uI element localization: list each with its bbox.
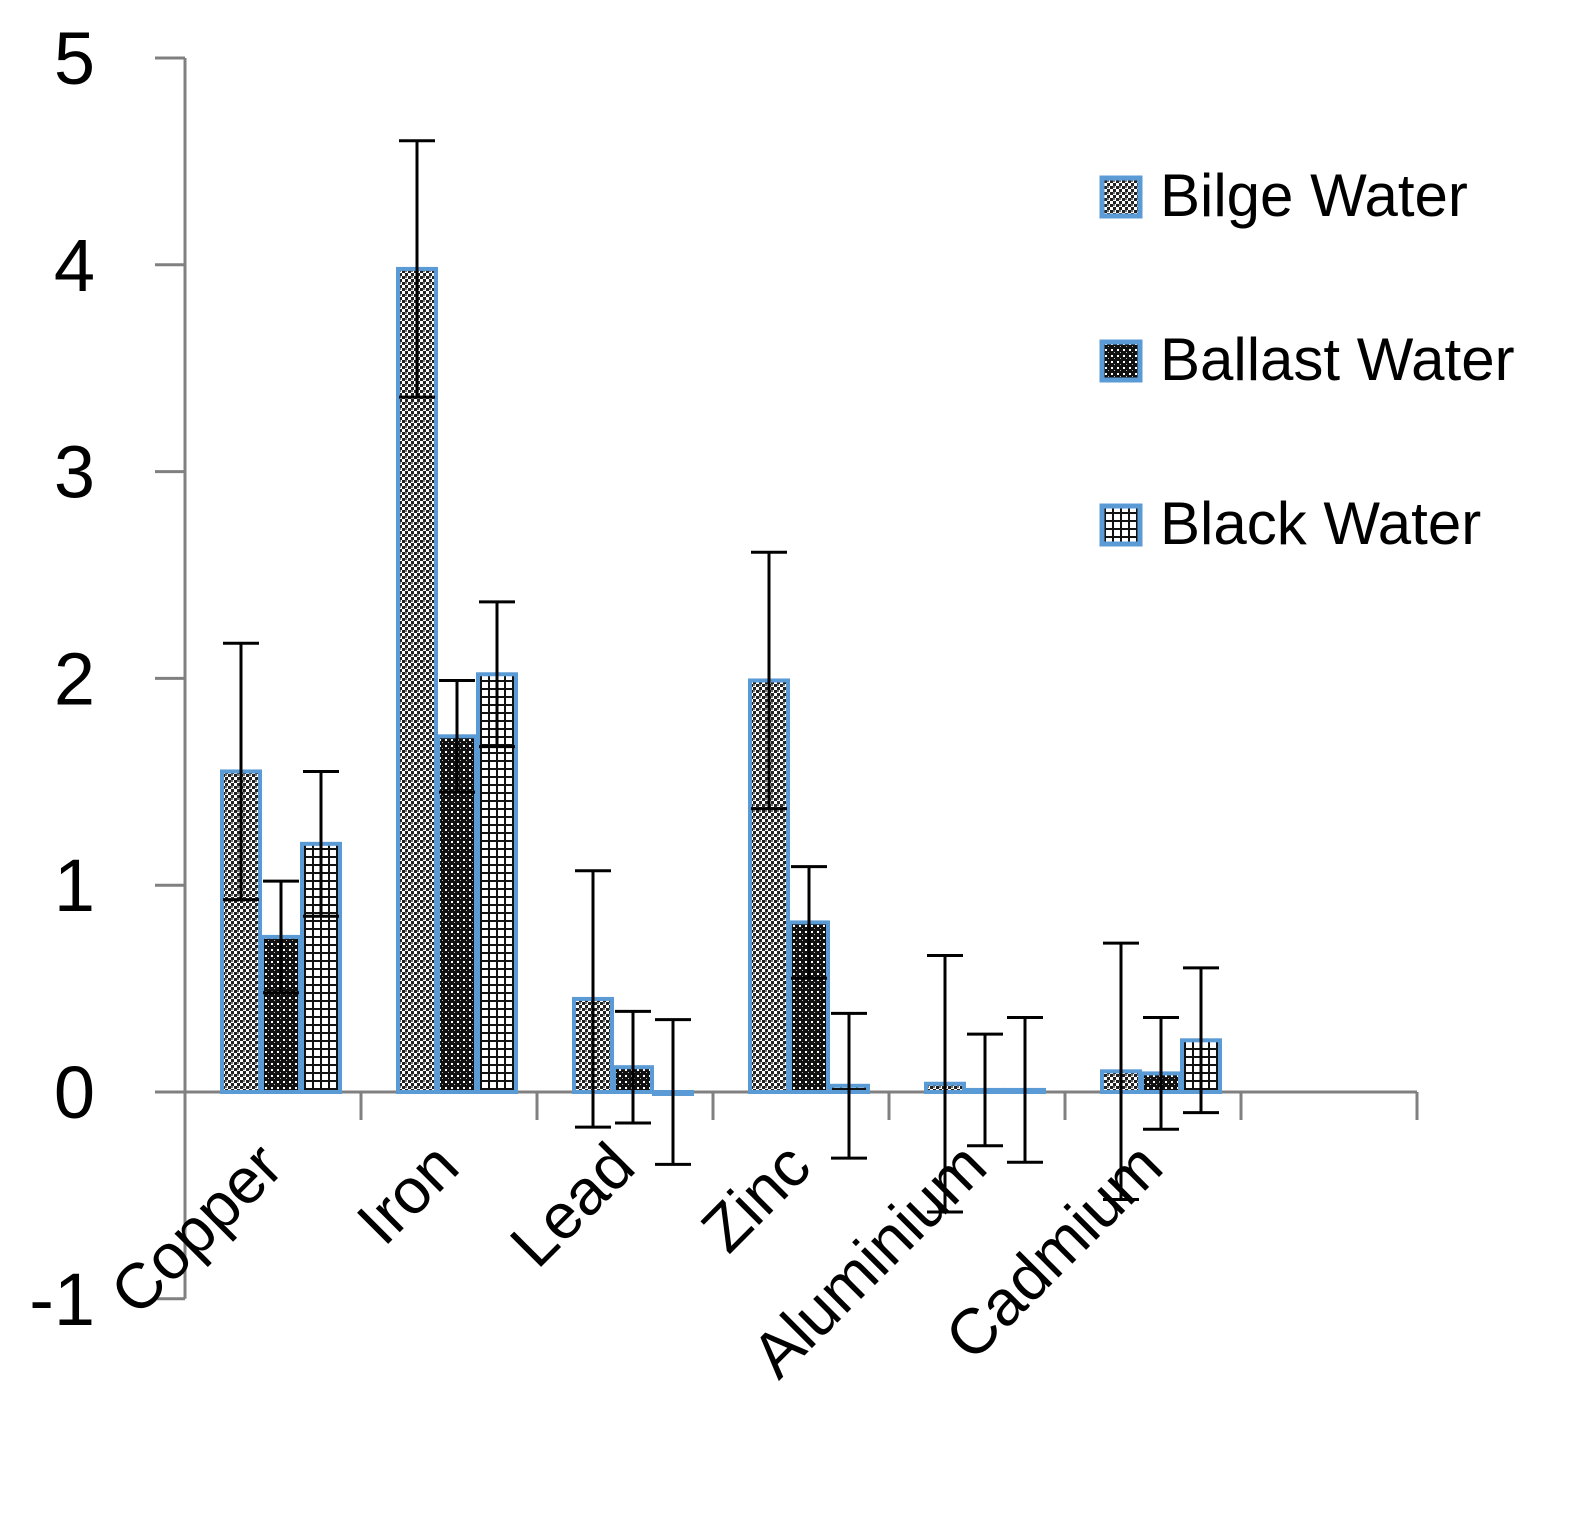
legend-label: Ballast Water [1160, 326, 1515, 393]
legend-label: Bilge Water [1160, 162, 1468, 229]
legend-item-ballast-water: Ballast Water [1099, 326, 1515, 393]
x-tick-label-iron: Iron [343, 1129, 472, 1258]
x-tick-label-lead: Lead [496, 1129, 648, 1281]
x-tick-label-zinc: Zinc [687, 1129, 823, 1265]
bars [220, 266, 1222, 1096]
y-tick-label: 1 [54, 844, 95, 927]
bar-black-water-copper [300, 841, 342, 1095]
legend: Bilge Water Ballast Water Black Water [1099, 162, 1515, 557]
legend-swatch [1099, 503, 1143, 547]
legend-label: Black Water [1160, 490, 1481, 557]
x-tick-label-copper: Copper [97, 1129, 296, 1328]
y-tick-label: 0 [54, 1051, 95, 1134]
legend-swatch [1099, 175, 1143, 219]
y-tick-label: 3 [54, 431, 95, 514]
legend-item-bilge-water: Bilge Water [1099, 162, 1468, 229]
y-tick-label: 2 [54, 637, 95, 720]
y-tick-labels: 5 4 3 2 1 0 -1 [29, 17, 95, 1341]
error-bars [223, 139, 1219, 1214]
legend-item-black-water: Black Water [1099, 490, 1481, 557]
y-tick-label: -1 [29, 1258, 95, 1341]
bar-bilge-water-iron [396, 266, 438, 1095]
axes [155, 56, 1419, 1301]
y-tick-label: 5 [54, 17, 95, 100]
y-tick-label: 4 [54, 224, 95, 307]
bar-bilge-water-copper [220, 769, 262, 1095]
legend-swatch [1099, 339, 1143, 383]
